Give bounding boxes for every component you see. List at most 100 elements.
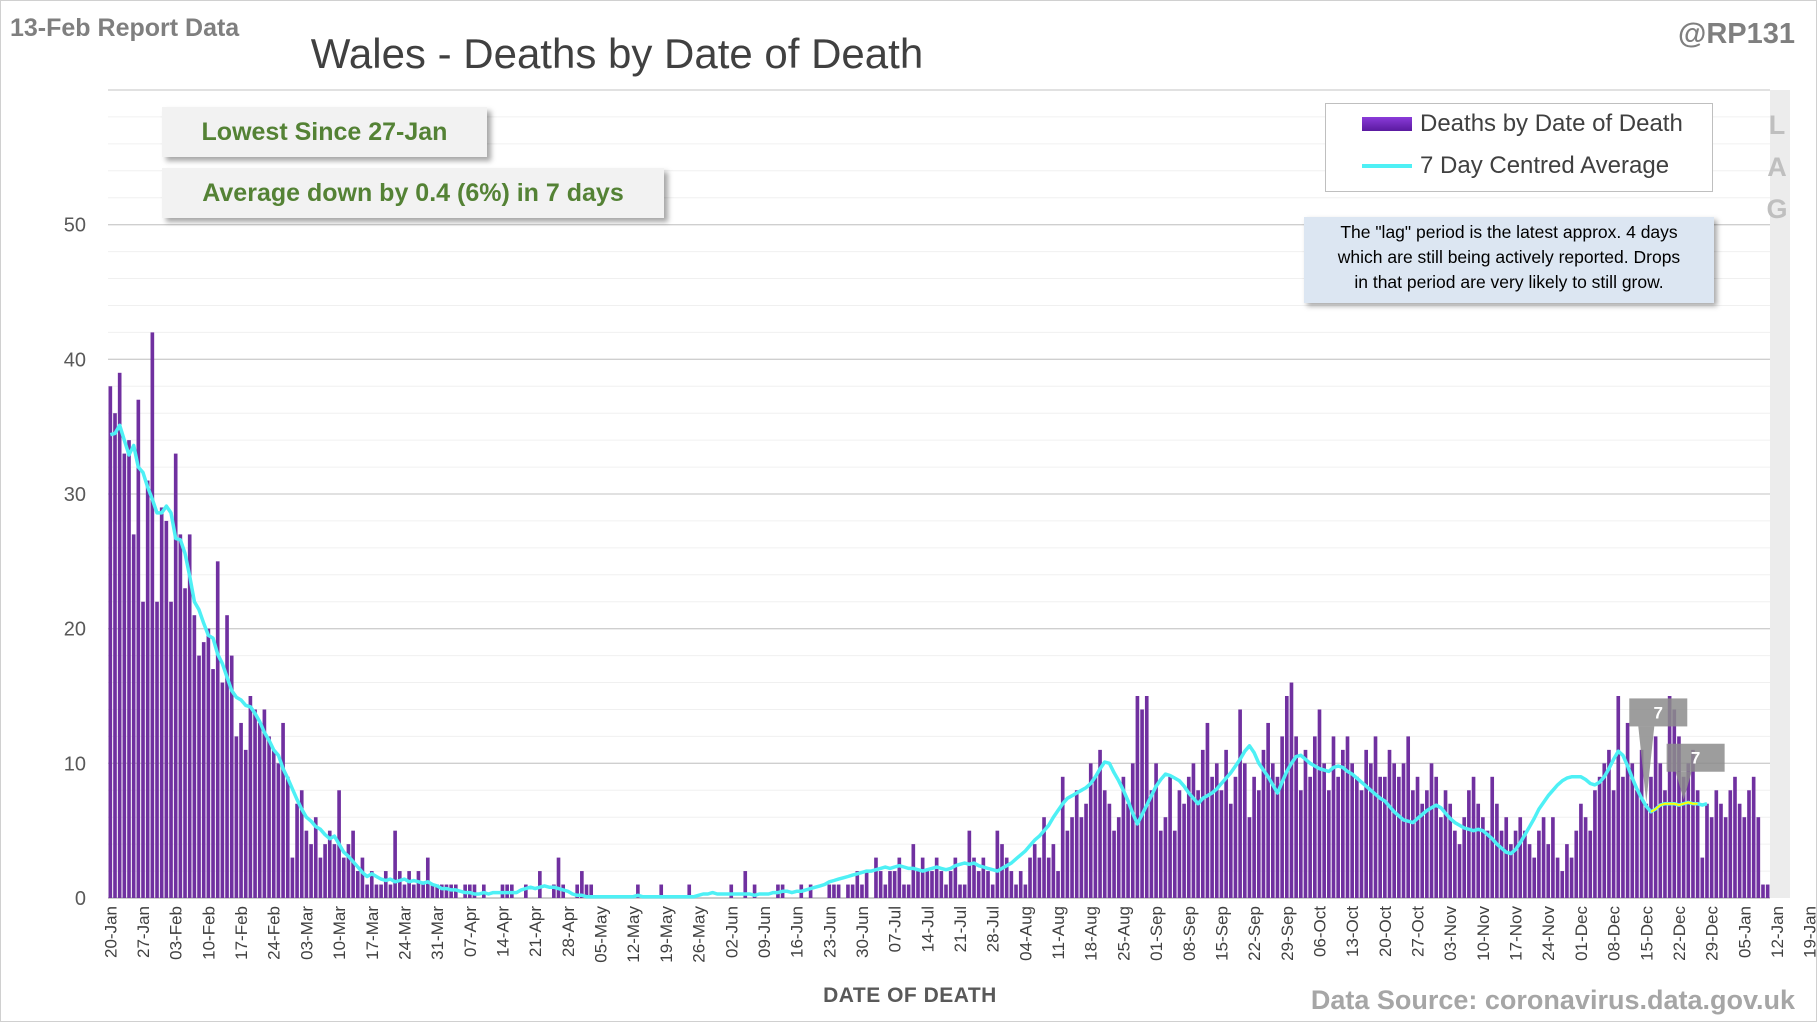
- bar: [1266, 722, 1270, 898]
- bar: [411, 884, 416, 898]
- x-tick-label: 07-Jul: [886, 906, 905, 952]
- bar: [1644, 803, 1649, 898]
- value-tag-label: 7: [1691, 749, 1700, 768]
- bar: [1289, 682, 1294, 898]
- bar: [1317, 709, 1322, 898]
- bar: [920, 857, 925, 898]
- y-tick-label: 30: [64, 484, 86, 506]
- bar: [1280, 736, 1284, 898]
- bar: [911, 844, 916, 898]
- bar: [257, 722, 262, 898]
- bar: [1116, 817, 1121, 898]
- bar: [1448, 803, 1453, 898]
- bar: [1476, 803, 1481, 898]
- bar: [1331, 736, 1336, 898]
- bar: [1359, 790, 1364, 898]
- legend-line-swatch: [1362, 164, 1412, 168]
- lag-letter-l: L: [1768, 110, 1786, 140]
- x-tick-label: 20-Jan: [101, 906, 120, 958]
- bar: [836, 884, 841, 898]
- bar: [1275, 776, 1280, 898]
- bar: [397, 871, 402, 898]
- bar: [916, 871, 920, 898]
- bar: [580, 871, 584, 898]
- bar: [990, 884, 995, 898]
- bar: [1583, 817, 1588, 898]
- bar: [1555, 857, 1560, 898]
- bar: [1541, 817, 1546, 898]
- bar: [1663, 790, 1667, 898]
- bar: [958, 884, 962, 898]
- bar: [1084, 803, 1088, 898]
- bar: [1177, 790, 1182, 898]
- bar: [444, 884, 449, 898]
- bar: [524, 884, 528, 898]
- bar: [1420, 803, 1425, 898]
- bar: [1733, 776, 1737, 898]
- bar: [1060, 776, 1065, 898]
- average-change-callout: Average down by 0.4 (6%) in 7 days: [162, 168, 664, 218]
- bar: [1579, 803, 1583, 898]
- bar: [1467, 790, 1471, 898]
- bar: [346, 844, 351, 898]
- bar: [1429, 763, 1434, 898]
- bar: [1098, 749, 1102, 898]
- bar: [1434, 776, 1439, 898]
- bar: [1630, 763, 1635, 898]
- bar: [1336, 776, 1340, 898]
- bar: [972, 857, 976, 898]
- bar: [1658, 763, 1663, 898]
- bar: [145, 480, 150, 898]
- bar: [906, 884, 911, 898]
- bar: [1252, 776, 1256, 898]
- bar: [1158, 830, 1163, 898]
- bar: [556, 857, 561, 898]
- bar: [687, 884, 692, 898]
- bar: [374, 884, 379, 898]
- bar: [1551, 817, 1555, 898]
- x-tick-label: 28-Jul: [984, 906, 1003, 952]
- bar: [888, 871, 892, 898]
- bar: [1369, 763, 1373, 898]
- report-date-label: 13-Feb Report Data: [10, 14, 240, 42]
- y-tick-label: 20: [64, 619, 86, 641]
- bar: [1004, 857, 1009, 898]
- bar: [925, 871, 930, 898]
- lag-explanation-note: The "lag" period is the latest approx. 4…: [1304, 217, 1714, 303]
- x-tick-label: 12-May: [624, 906, 643, 963]
- bar: [1303, 749, 1308, 898]
- lag-note-line-2: which are still being actively reported.…: [1337, 247, 1681, 267]
- x-tick-label: 14-Jul: [918, 906, 937, 952]
- bar: [1747, 790, 1751, 898]
- bar: [281, 722, 285, 898]
- chart-title: Wales - Deaths by Date of Death: [310, 30, 924, 77]
- x-tick-label: 12-Jan: [1768, 906, 1787, 958]
- bar: [192, 615, 197, 898]
- bar: [1616, 696, 1621, 898]
- x-tick-label: 10-Feb: [199, 906, 218, 960]
- bar: [752, 884, 757, 898]
- bar: [267, 736, 271, 898]
- bar: [323, 844, 327, 898]
- legend-bar-swatch: [1362, 117, 1412, 131]
- bar: [1261, 749, 1266, 898]
- bar: [1756, 817, 1761, 898]
- bar: [874, 857, 878, 898]
- bar: [1705, 803, 1709, 898]
- x-tick-label: 26-May: [690, 906, 709, 963]
- lag-letter-a: A: [1767, 152, 1787, 182]
- bar: [930, 871, 934, 898]
- bar: [1042, 817, 1046, 898]
- bar: [407, 871, 411, 898]
- bar: [1751, 776, 1756, 898]
- bar: [827, 884, 832, 898]
- bar: [1051, 844, 1056, 898]
- x-tick-label: 29-Sep: [1278, 906, 1297, 961]
- bar: [122, 453, 127, 898]
- bar: [944, 884, 948, 898]
- bar: [1588, 830, 1593, 898]
- bar: [1298, 790, 1303, 898]
- bar: [178, 534, 183, 898]
- x-tick-label: 22-Sep: [1245, 906, 1264, 961]
- bar: [860, 884, 864, 898]
